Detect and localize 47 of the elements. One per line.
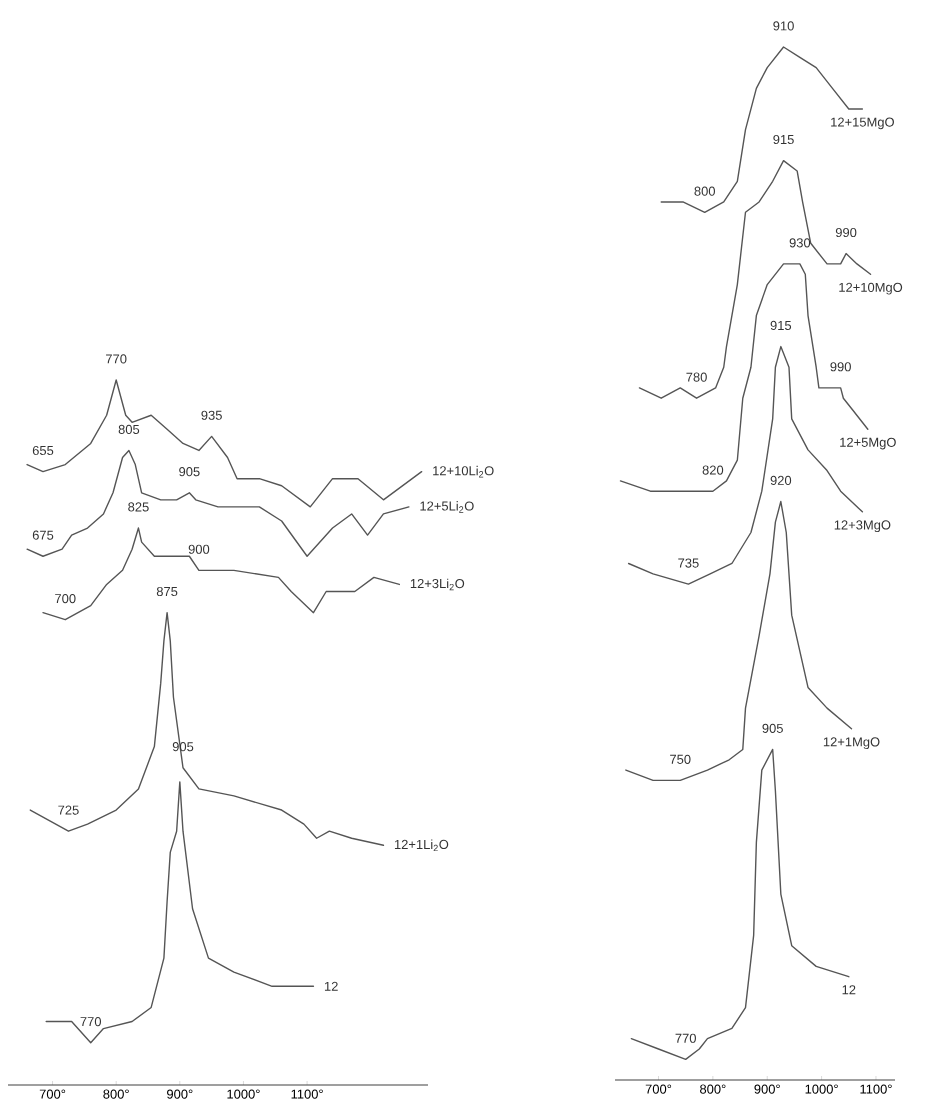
x-tick-label: 1000° [805, 1084, 838, 1094]
annotation: 990 [830, 362, 851, 372]
series-label: 12+10MgO [839, 282, 903, 295]
annotation: 780 [686, 372, 707, 382]
series-label: 12 [842, 985, 856, 995]
x-tick-label: 900° [754, 1084, 780, 1094]
annotation: 735 [678, 558, 699, 568]
series-label: 12+1Li$_{2}$O [394, 839, 449, 852]
series-label: 12+3MgO [834, 520, 891, 533]
series-label: 12+1MgO [823, 737, 880, 750]
x-tick-label: 800° [103, 1089, 129, 1099]
annotation: 770 [80, 1017, 102, 1027]
series-label: 12+15MgO [831, 117, 894, 130]
annotation: 770 [675, 1033, 696, 1043]
annotation: 915 [770, 320, 792, 331]
series-label: 12 [324, 981, 338, 991]
annotation: 825 [128, 502, 149, 512]
series-label: 12+5Li$_{2}$O [420, 501, 474, 513]
x-tick-label: 900° [167, 1089, 193, 1099]
annotation: 820 [702, 465, 724, 475]
x-tick-label: 1100° [291, 1089, 323, 1099]
x-tick-label: 1100° [860, 1084, 892, 1094]
annotation: 920 [770, 475, 792, 485]
series-label: 12+5MgO [840, 437, 896, 450]
annotation: 770 [106, 354, 127, 364]
annotation: 655 [32, 445, 54, 456]
annotation: 935 [201, 410, 222, 420]
annotation: 990 [835, 227, 857, 238]
x-tick-label: 700° [39, 1089, 66, 1099]
annotation: 910 [773, 21, 794, 31]
annotation: 875 [156, 586, 178, 597]
annotation: 930 [789, 238, 811, 248]
series-label: 12+3Li$_{2}$O [410, 578, 465, 591]
x-tick-label: 700° [645, 1084, 672, 1094]
annotation: 725 [58, 805, 79, 815]
annotation: 675 [32, 530, 54, 540]
series-label: 12+10Li$_{2}$O [433, 465, 494, 478]
annotation: 900 [188, 544, 210, 554]
annotation: 905 [762, 723, 783, 733]
x-tick-label: 1000° [227, 1089, 260, 1099]
annotation: 805 [118, 424, 140, 434]
x-tick-label: 800° [700, 1084, 726, 1094]
annotation: 905 [179, 467, 200, 477]
annotation: 800 [694, 186, 716, 196]
annotation: 750 [670, 754, 691, 764]
annotation: 915 [773, 134, 794, 145]
annotation: 700 [55, 594, 76, 604]
